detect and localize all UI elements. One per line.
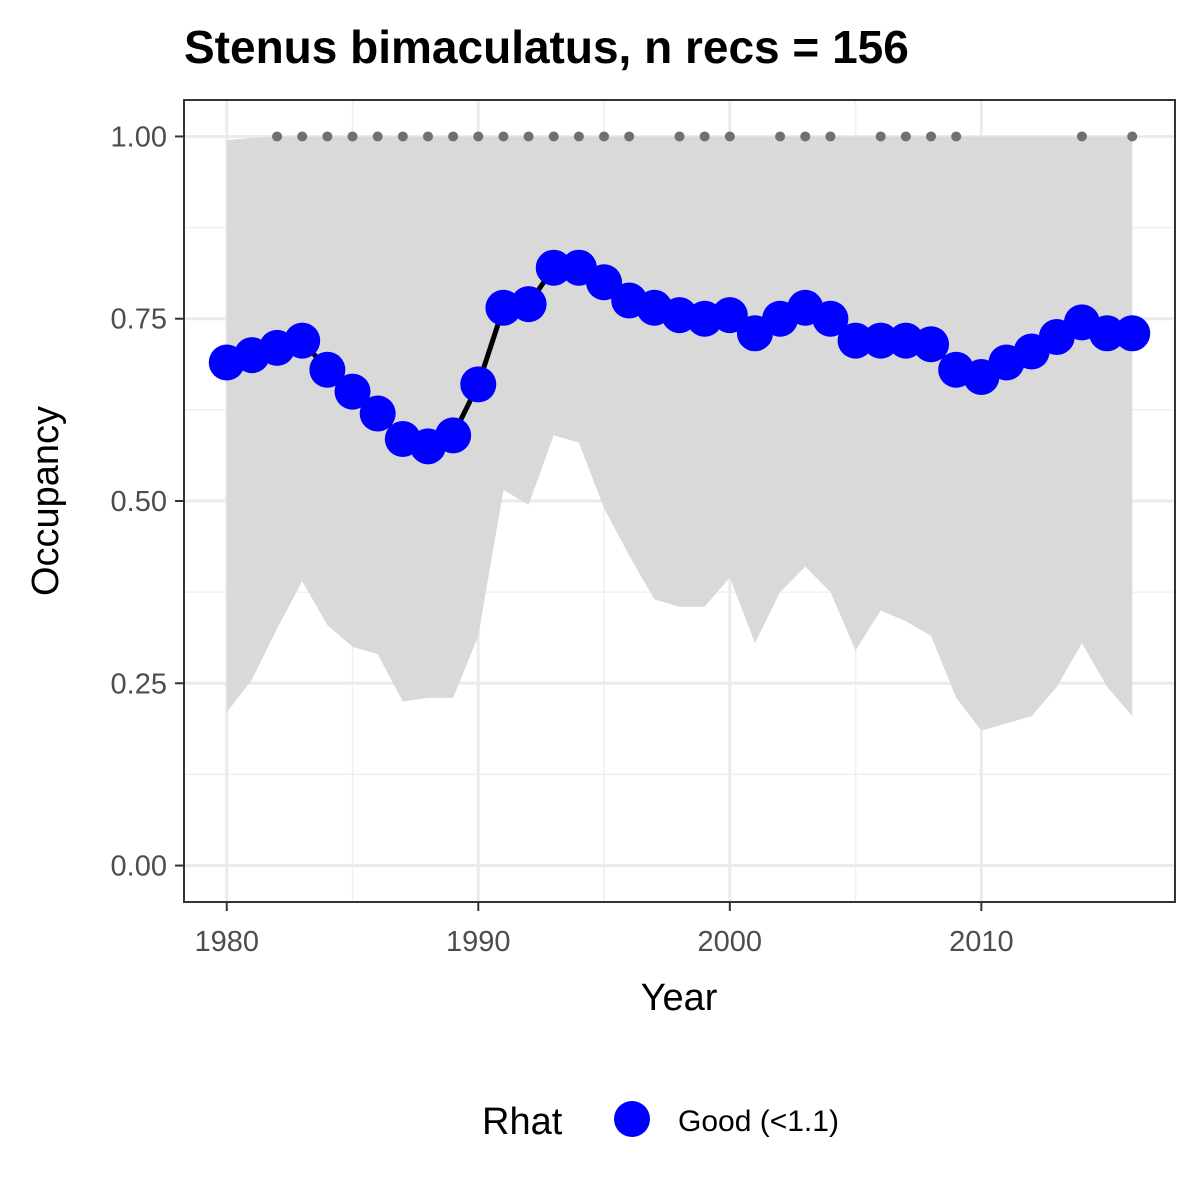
chart-title: Stenus bimaculatus, n recs = 156 xyxy=(184,21,909,73)
record-marker xyxy=(775,131,786,142)
plot-panel xyxy=(183,99,1176,903)
record-marker xyxy=(875,131,886,142)
y-tick-label: 0.00 xyxy=(111,851,167,883)
y-tick-label: 0.25 xyxy=(111,668,167,700)
record-marker xyxy=(624,131,635,142)
legend-title: Rhat xyxy=(482,1101,563,1143)
x-tick-label: 2000 xyxy=(698,926,763,958)
record-marker xyxy=(448,131,459,142)
data-point xyxy=(862,322,899,359)
data-point xyxy=(711,297,748,334)
record-marker xyxy=(724,131,735,142)
data-point xyxy=(812,300,849,337)
data-point xyxy=(284,322,321,359)
record-marker xyxy=(674,131,685,142)
data-point xyxy=(460,366,497,403)
data-point xyxy=(837,322,874,359)
record-marker xyxy=(297,131,308,142)
data-point xyxy=(535,249,572,286)
x-axis: 1980 1990 2000 2010 xyxy=(195,902,1014,958)
record-marker xyxy=(699,131,710,142)
record-marker xyxy=(397,131,408,142)
record-marker xyxy=(825,131,836,142)
record-marker xyxy=(926,131,937,142)
data-point xyxy=(913,326,950,363)
record-marker xyxy=(272,131,283,142)
y-tick-label: 0.50 xyxy=(111,486,167,518)
data-point xyxy=(435,417,472,454)
data-point xyxy=(586,264,623,301)
record-marker xyxy=(599,131,610,142)
record-marker xyxy=(548,131,559,142)
record-marker xyxy=(900,131,911,142)
data-point xyxy=(510,286,547,323)
record-marker xyxy=(422,131,433,142)
record-marker xyxy=(573,131,584,142)
record-marker xyxy=(347,131,358,142)
data-point xyxy=(309,351,346,388)
record-marker xyxy=(951,131,962,142)
data-point xyxy=(1114,315,1151,352)
data-point xyxy=(1089,315,1126,352)
record-marker xyxy=(322,131,333,142)
y-axis: 0.00 0.25 0.50 0.75 1.00 xyxy=(111,121,184,883)
occupancy-points xyxy=(208,249,1151,465)
record-year-markers xyxy=(272,131,1138,142)
data-point xyxy=(334,373,371,410)
record-marker xyxy=(523,131,534,142)
record-marker xyxy=(372,131,383,142)
x-tick-label: 2010 xyxy=(949,926,1014,958)
record-marker xyxy=(498,131,509,142)
record-marker xyxy=(473,131,484,142)
x-tick-label: 1980 xyxy=(195,926,260,958)
x-axis-title: Year xyxy=(641,977,718,1019)
record-marker xyxy=(800,131,811,142)
legend-key-good xyxy=(614,1101,650,1137)
record-marker xyxy=(1076,131,1087,142)
record-marker xyxy=(1127,131,1138,142)
y-axis-title: Occupancy xyxy=(25,406,67,596)
legend-label-good: Good (<1.1) xyxy=(678,1105,839,1138)
data-point xyxy=(359,395,396,432)
y-tick-label: 1.00 xyxy=(111,121,167,153)
y-tick-label: 0.75 xyxy=(111,304,167,336)
credible-interval-ribbon xyxy=(226,136,1133,731)
legend: Rhat Good (<1.1) xyxy=(482,1101,839,1143)
x-tick-label: 1990 xyxy=(446,926,511,958)
